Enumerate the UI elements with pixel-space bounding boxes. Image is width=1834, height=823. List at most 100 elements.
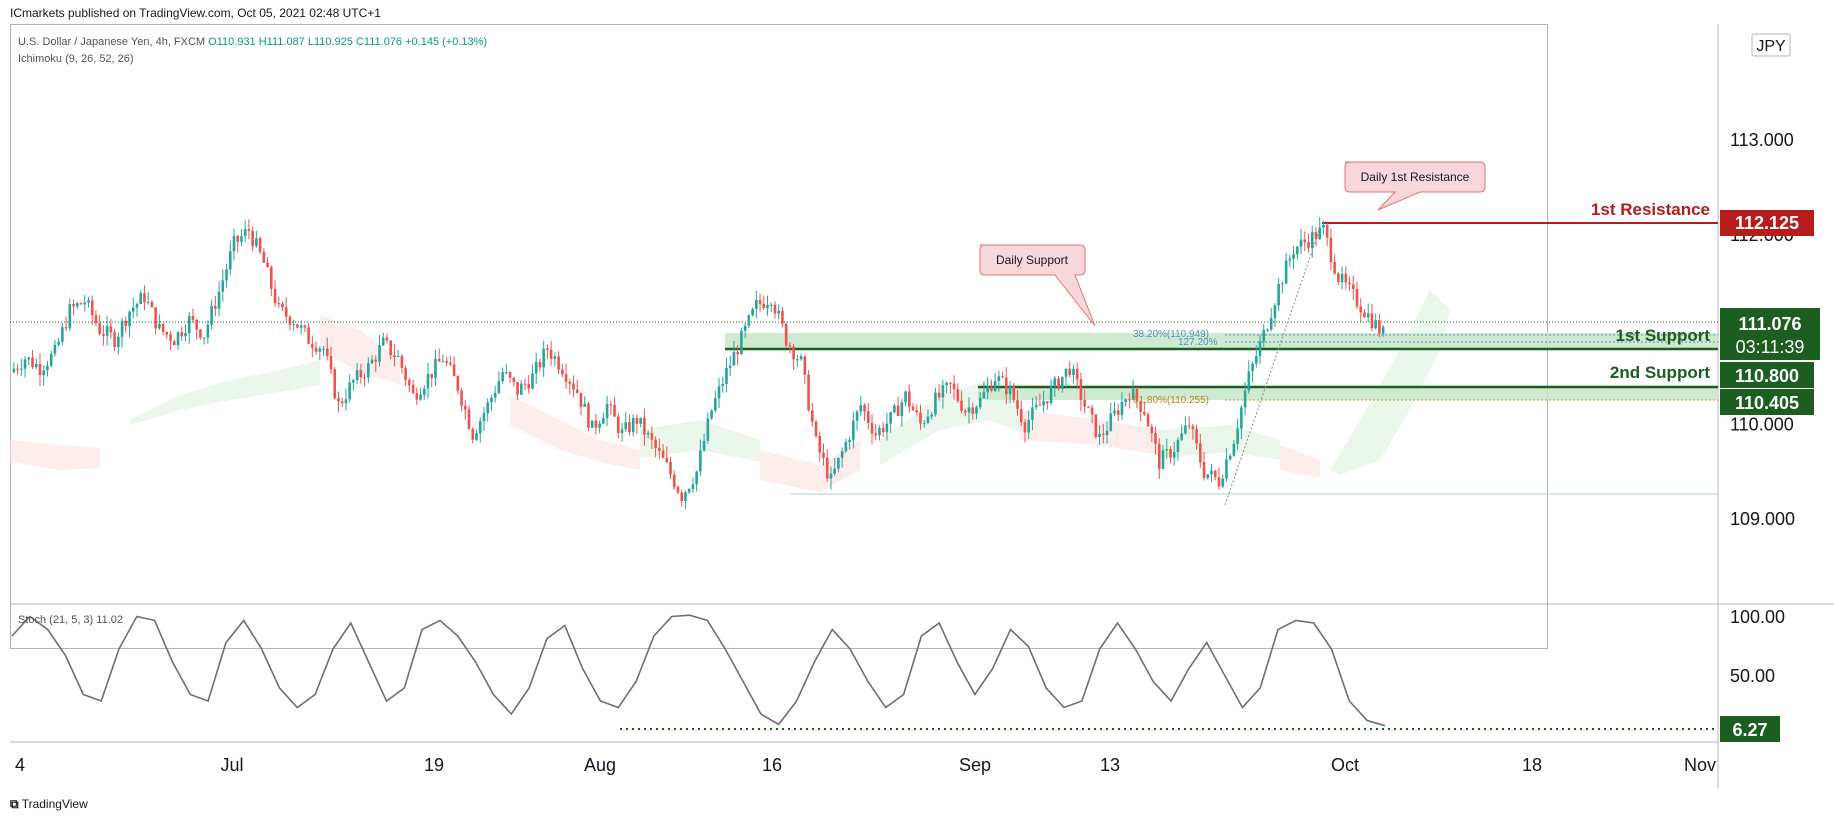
- candle-body: [512, 377, 516, 382]
- candle-body: [497, 381, 501, 393]
- stoch-level-badge-text: 6.27: [1732, 720, 1767, 740]
- candle-body: [1318, 227, 1322, 240]
- candle-body: [937, 392, 941, 398]
- tradingview-footer: ⧉ TradingView: [10, 797, 88, 812]
- candle-body: [1012, 385, 1016, 401]
- candle-body: [146, 301, 150, 303]
- candle-body: [870, 423, 874, 434]
- candle-body: [1240, 407, 1243, 429]
- candle-body: [672, 474, 676, 488]
- countdown-badge-text: 03:11:39: [1736, 337, 1805, 357]
- candle-body: [669, 461, 672, 475]
- candle-body: [1042, 401, 1045, 406]
- candle-body: [449, 362, 452, 365]
- candle-body: [1307, 242, 1310, 248]
- candle-body: [1116, 410, 1120, 415]
- candle-body: [396, 355, 400, 357]
- candle-body: [75, 303, 79, 307]
- candle-body: [370, 359, 374, 364]
- candle-body: [781, 310, 784, 324]
- candle-body: [57, 341, 60, 345]
- time-tick-label: Aug: [584, 755, 616, 775]
- candle-body: [654, 439, 657, 449]
- candle-body: [553, 356, 557, 359]
- candle-body: [941, 385, 945, 398]
- candle-body: [359, 370, 363, 378]
- candle-body: [1314, 232, 1318, 240]
- candle-body: [378, 345, 381, 362]
- candle-body: [997, 376, 1001, 381]
- candle-body: [1038, 404, 1042, 406]
- candle-body: [98, 323, 101, 334]
- currency-box: [1751, 33, 1791, 57]
- candle-body: [1157, 443, 1161, 469]
- candle-body: [1001, 376, 1004, 378]
- candle-body: [758, 299, 762, 304]
- candle-body: [1225, 459, 1228, 479]
- candle-body: [228, 251, 232, 270]
- candle-body: [814, 421, 818, 437]
- candle-body: [967, 407, 971, 413]
- candle-body: [930, 414, 933, 417]
- candle-body: [64, 327, 68, 329]
- candle-body: [1150, 426, 1154, 434]
- candle-body: [214, 305, 217, 309]
- candle-body: [1064, 368, 1068, 377]
- candle-body: [1348, 282, 1351, 285]
- candle-body: [311, 343, 314, 348]
- candle-body: [42, 370, 46, 376]
- candle-body: [1363, 312, 1366, 318]
- candle-body: [94, 315, 98, 324]
- candle-body: [863, 405, 866, 412]
- candle-body: [128, 311, 131, 327]
- candle-body: [419, 394, 422, 400]
- candle-body: [676, 487, 680, 493]
- candle-body: [1060, 376, 1064, 389]
- candle-body: [393, 355, 396, 357]
- candle-body: [355, 370, 359, 381]
- candle-body: [833, 468, 836, 474]
- candle-body: [262, 251, 266, 263]
- candle-body: [616, 416, 620, 433]
- candle-body: [46, 365, 49, 371]
- legend-symbol-row: U.S. Dollar / Japanese Yen, 4h, FXCM O11…: [18, 34, 487, 51]
- candle-body: [1098, 433, 1101, 437]
- candle-body: [1120, 402, 1124, 415]
- candle-body: [437, 358, 441, 362]
- candle-body: [1374, 320, 1377, 329]
- price-tick-label: 110.000: [1730, 414, 1794, 434]
- candle-body: [859, 405, 863, 412]
- candle-body: [158, 323, 161, 329]
- first-support-label: 1st Support: [1616, 326, 1711, 345]
- first-support-zone: [725, 333, 1718, 349]
- candle-body: [501, 372, 504, 382]
- candle-body: [784, 323, 788, 346]
- daily-resistance-callout[interactable]: Daily 1st Resistance: [1344, 161, 1486, 211]
- candle-body: [911, 406, 915, 411]
- candle-body: [706, 418, 710, 441]
- candle-body: [1102, 433, 1105, 436]
- candle-body: [1191, 426, 1195, 430]
- candle-body: [1337, 273, 1340, 283]
- candle-body: [1303, 239, 1307, 243]
- candle-body: [1254, 356, 1258, 364]
- candle-body: [411, 385, 415, 394]
- candle-body: [1113, 410, 1116, 414]
- candle-body: [769, 304, 773, 306]
- time-tick-label: 19: [424, 755, 444, 775]
- candle-body: [1008, 385, 1012, 395]
- candle-body: [404, 368, 407, 381]
- candle-body: [508, 372, 512, 378]
- candle-body: [1232, 443, 1236, 456]
- currency-label: JPY: [1756, 38, 1786, 55]
- candle-body: [1344, 273, 1348, 283]
- candle-body: [217, 291, 221, 309]
- candle-body: [587, 403, 590, 428]
- candle-body: [20, 368, 23, 370]
- candle-body: [385, 337, 389, 341]
- candle-body: [1146, 414, 1150, 427]
- candle-body: [848, 439, 851, 443]
- candle-body: [493, 392, 497, 398]
- daily-support-callout[interactable]: Daily Support: [979, 244, 1096, 327]
